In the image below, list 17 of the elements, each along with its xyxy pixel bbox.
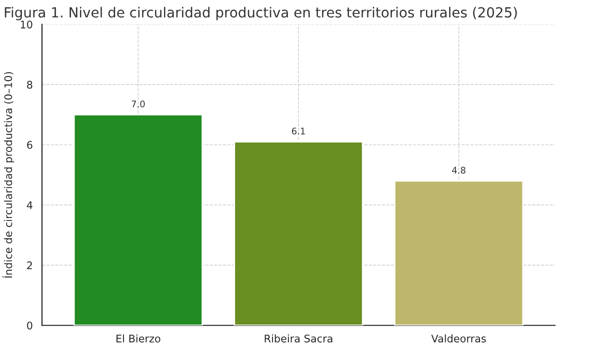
data-label: 6.1 xyxy=(292,128,305,134)
data-label: 7.0 xyxy=(132,100,145,108)
y-tick-label: 0 xyxy=(27,322,32,330)
bar xyxy=(73,114,204,326)
bar xyxy=(234,141,364,326)
y-tick-label: 6 xyxy=(27,140,32,149)
x-tick-label: Valdeorras xyxy=(431,334,486,342)
y-tick-label: 2 xyxy=(27,261,32,270)
x-tick-label: Ribeira Sacra xyxy=(264,334,332,342)
y-tick-label: 4 xyxy=(26,201,32,209)
bar xyxy=(394,180,524,326)
y-tick-label: 10 xyxy=(20,20,32,28)
y-axis-title: Índice de circularidad productiva (0–10) xyxy=(2,72,14,278)
data-label: 4.8 xyxy=(452,166,466,174)
y-tick-label: 8 xyxy=(27,80,32,89)
chart-title: Figura 1. Nivel de circularidad productiva en tres territorios rurales (2025) xyxy=(4,6,517,20)
x-tick-label: El Bierzo xyxy=(116,334,160,342)
